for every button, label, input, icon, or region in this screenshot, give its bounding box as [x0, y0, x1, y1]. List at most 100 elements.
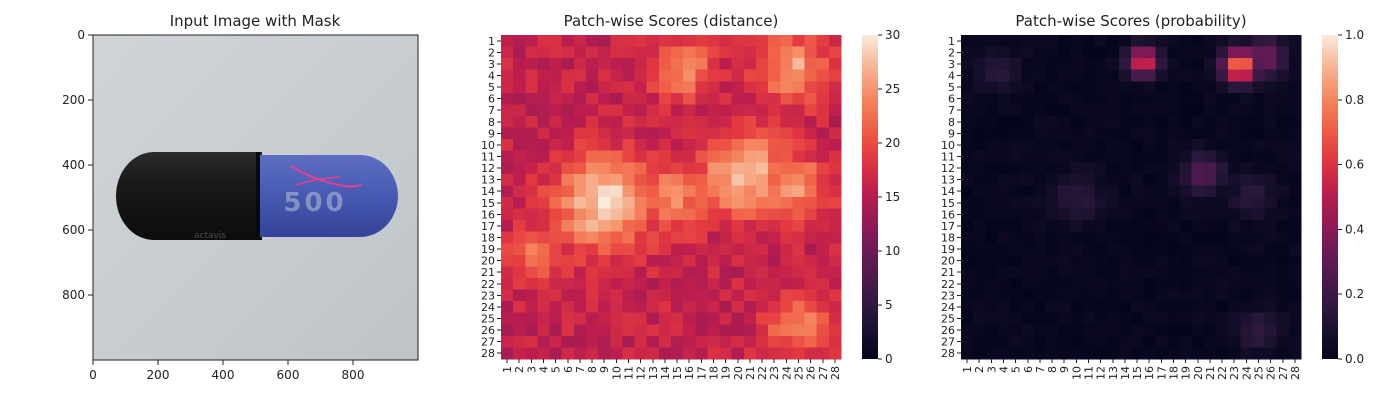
- heatmap-cell: [1082, 185, 1095, 198]
- x-tick-label: 21: [1204, 366, 1217, 380]
- heatmap-cell: [961, 278, 974, 290]
- heatmap-cell: [1228, 208, 1241, 221]
- heatmap-cell: [513, 46, 526, 59]
- heatmap-cell: [610, 301, 623, 314]
- heatmap-cell: [768, 35, 781, 47]
- heatmap-cell: [1143, 220, 1156, 233]
- heatmap-cell: [731, 81, 745, 94]
- heatmap-cell: [1288, 150, 1302, 163]
- heatmap-cell: [1228, 231, 1241, 244]
- heatmap-cell: [1021, 347, 1035, 360]
- heatmap-cell: [973, 69, 986, 82]
- heatmap-cell: [1179, 92, 1193, 105]
- heatmap-cell: [1118, 335, 1132, 348]
- heatmap-cell: [816, 243, 830, 256]
- heatmap-cell: [1009, 208, 1023, 221]
- heatmap-cell: [501, 104, 514, 117]
- heatmap-cell: [610, 150, 623, 163]
- heatmap-cell: [1106, 92, 1120, 105]
- heatmap-cell: [804, 231, 818, 244]
- heatmap-cell: [1143, 173, 1156, 186]
- heatmap-cell: [598, 278, 611, 290]
- heatmap-cell: [961, 254, 974, 267]
- heatmap-cell: [1228, 335, 1241, 348]
- heatmap-cell: [1058, 231, 1071, 244]
- heatmap-cell: [1191, 58, 1205, 71]
- heatmap-cell: [743, 324, 757, 337]
- heatmap-cell: [573, 92, 587, 105]
- heatmap-cell: [1264, 278, 1278, 290]
- heatmap-cell: [1288, 312, 1302, 325]
- heatmap-cell: [780, 208, 793, 221]
- heatmap-cell: [985, 35, 998, 47]
- y-tick-label: 20: [481, 255, 495, 268]
- heatmap-cell: [1082, 162, 1095, 175]
- heatmap-cell: [634, 347, 648, 360]
- heatmap-cell: [804, 220, 818, 233]
- heatmap-cell: [1191, 231, 1205, 244]
- heatmap-cell: [671, 185, 684, 198]
- heatmap-cell: [780, 312, 793, 325]
- heatmap-cell: [513, 266, 526, 279]
- heatmap-cell: [610, 197, 623, 209]
- heatmap-cell: [610, 35, 623, 47]
- heatmap-cell: [1118, 197, 1132, 209]
- y-tick-label: 19: [481, 243, 495, 256]
- heatmap-cell: [549, 116, 563, 128]
- heatmap-cell: [1167, 173, 1180, 186]
- heatmap-cell: [1276, 289, 1290, 302]
- heatmap-cell: [1058, 220, 1071, 233]
- heatmap-cell: [1216, 266, 1229, 279]
- heatmap-cell: [973, 116, 986, 128]
- heatmap-cell: [743, 58, 757, 71]
- heatmap-cell: [816, 197, 830, 209]
- heatmap-cell: [610, 139, 623, 152]
- x-tick-label: 12: [635, 366, 648, 380]
- heatmap-cell: [780, 104, 793, 117]
- heatmap-cell: [1203, 69, 1217, 82]
- heatmap-cell: [1276, 69, 1290, 82]
- heatmap-cell: [561, 58, 575, 71]
- heatmap-cell: [1288, 266, 1302, 279]
- heatmap-cell: [658, 58, 672, 71]
- heatmap-cell: [768, 173, 781, 186]
- heatmap-cell: [1046, 139, 1059, 152]
- heatmap-cell: [1046, 185, 1059, 198]
- heatmap-cell: [1228, 220, 1241, 233]
- heatmap-cell: [719, 127, 733, 140]
- heatmap-cell: [1264, 185, 1278, 198]
- heatmap-cell: [1252, 220, 1265, 233]
- heatmap-cell: [671, 220, 684, 233]
- heatmap-cell: [1155, 35, 1168, 47]
- y-tick-label: 5: [488, 81, 495, 94]
- heatmap-cell: [1033, 335, 1047, 348]
- heatmap-cell: [1021, 92, 1035, 105]
- y-tick-label: 16: [941, 208, 955, 221]
- heatmap-cell: [549, 46, 563, 59]
- heatmap-cell: [1058, 116, 1071, 128]
- heatmap-cell: [768, 185, 781, 198]
- heatmap-cell: [1252, 139, 1265, 152]
- heatmap-cell: [756, 104, 769, 117]
- heatmap-cell: [622, 92, 635, 105]
- heatmap-cell: [1203, 139, 1217, 152]
- y-tick-label: 17: [481, 220, 495, 233]
- heatmap-cell: [756, 150, 769, 163]
- heatmap-cell: [1240, 220, 1253, 233]
- heatmap-cell: [1131, 208, 1144, 221]
- heatmap-cell: [768, 104, 781, 117]
- heatmap-cell: [646, 231, 660, 244]
- heatmap-cell: [1094, 104, 1108, 117]
- heatmap-cell: [1264, 81, 1278, 94]
- heatmap-cell: [1167, 254, 1180, 267]
- heatmap-cell: [573, 278, 587, 290]
- heatmap-cell: [1009, 197, 1023, 209]
- heatmap-cell: [1167, 197, 1180, 209]
- heatmap-cell: [622, 335, 635, 348]
- heatmap-cell: [973, 208, 986, 221]
- heatmap-cell: [1094, 46, 1108, 59]
- heatmap-cell: [573, 69, 587, 82]
- heatmap-cell: [961, 185, 974, 198]
- heatmap-cell: [1155, 116, 1168, 128]
- heatmap-cell: [586, 243, 599, 256]
